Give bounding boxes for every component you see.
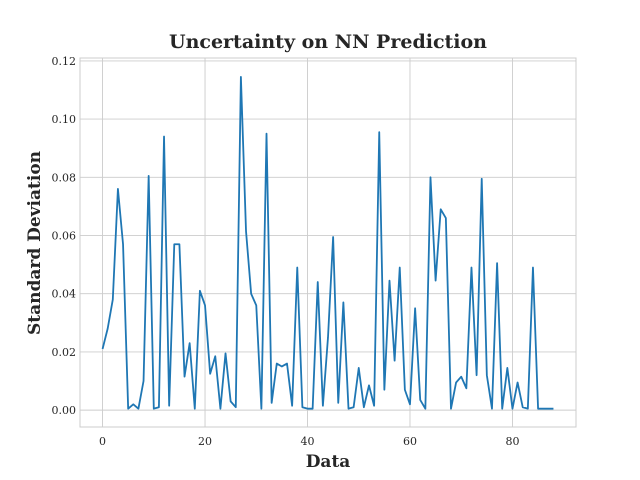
plot-frame [79, 57, 577, 428]
y-tick-label: 0.10 [52, 113, 77, 126]
y-axis-label: Standard Deviation [25, 151, 45, 335]
gridlines [80, 58, 576, 427]
series-line [101, 76, 554, 410]
x-axis-label: Data [306, 452, 351, 472]
x-tick-label: 60 [403, 435, 417, 448]
y-tick-label: 0.02 [52, 346, 77, 359]
y-tick-label: 0.08 [52, 171, 77, 184]
y-tick-label: 0.00 [52, 404, 77, 417]
y-tick-label: 0.06 [52, 230, 77, 243]
tick-labels: 0 20 40 60 80 0.00 0.02 0.04 0.06 0.08 0.10 0.12 [52, 55, 520, 448]
x-tick-label: 80 [505, 435, 519, 448]
x-tick-label: 20 [198, 435, 212, 448]
y-tick-label: 0.04 [52, 288, 77, 301]
chart-title: Uncertainty on NN Prediction [169, 31, 487, 53]
x-tick-label: 0 [99, 435, 106, 448]
series-layer [101, 76, 554, 410]
x-tick-label: 40 [301, 435, 315, 448]
y-tick-label: 0.12 [52, 55, 77, 68]
